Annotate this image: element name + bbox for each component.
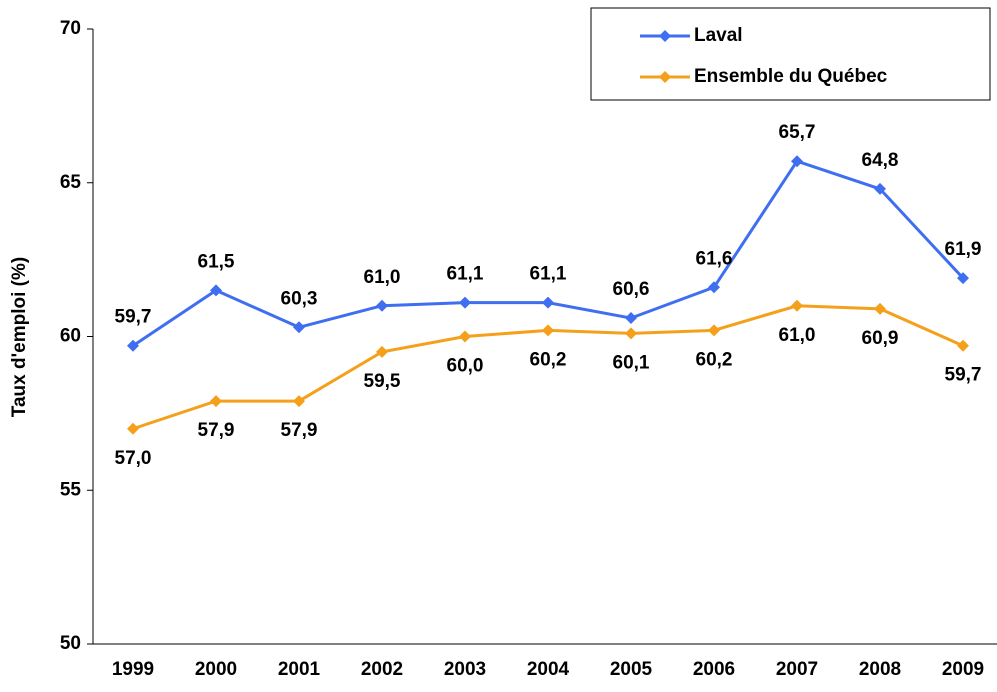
x-tick-label: 2008 (859, 659, 901, 680)
marker (459, 296, 471, 309)
data-label: 61,9 (945, 239, 982, 260)
data-label: 59,5 (364, 371, 401, 392)
marker (127, 339, 139, 352)
x-tick-label: 2009 (942, 659, 984, 680)
x-tick-label: 2000 (195, 659, 237, 680)
series-line (132, 159, 965, 347)
data-label: 60,2 (530, 349, 567, 370)
marker (376, 299, 388, 312)
marker (957, 339, 969, 352)
data-label: 60,0 (447, 356, 484, 377)
marker (293, 321, 305, 334)
data-label: 61,5 (198, 251, 235, 272)
marker (791, 299, 803, 312)
legend-label: Ensemble du Québec (694, 66, 888, 87)
marker (542, 324, 554, 337)
marker (625, 327, 637, 340)
x-tick-label: 2004 (527, 659, 570, 680)
marker (293, 395, 305, 408)
marker (957, 272, 969, 285)
legend-marker (659, 30, 671, 42)
data-label: 61,6 (696, 248, 733, 269)
x-tick-label: 2002 (361, 659, 403, 680)
legend-marker (659, 71, 671, 83)
marker (874, 182, 886, 195)
data-label: 60,1 (613, 352, 650, 373)
marker (210, 395, 222, 408)
y-axis-title: Taux d'emploi (%) (9, 257, 30, 417)
y-tick-label: 60 (60, 326, 81, 347)
marker (127, 422, 139, 435)
y-tick-label: 55 (60, 479, 82, 500)
marker (210, 284, 222, 297)
x-tick-label: 2006 (693, 659, 735, 680)
x-tick-label: 2003 (444, 659, 486, 680)
data-label: 60,2 (696, 349, 733, 370)
marker (791, 155, 803, 168)
data-label: 61,1 (530, 264, 567, 285)
x-tick-label: 2001 (278, 659, 321, 680)
marker (459, 330, 471, 343)
x-tick-label: 1999 (112, 659, 154, 680)
data-label: 59,7 (115, 307, 152, 328)
data-label: 61,1 (447, 264, 484, 285)
y-tick-label: 70 (60, 18, 81, 39)
x-tick-label: 2005 (610, 659, 653, 680)
data-label: 57,9 (281, 420, 318, 441)
data-label: 60,9 (862, 328, 899, 349)
marker (376, 345, 388, 358)
legend-label: Laval (694, 25, 743, 46)
data-label: 64,8 (862, 150, 899, 171)
marker (708, 324, 720, 337)
y-tick-label: 50 (60, 633, 81, 654)
x-tick-label: 2007 (776, 659, 818, 680)
data-label: 57,0 (115, 448, 152, 469)
data-label: 60,3 (281, 288, 318, 309)
marker (874, 302, 886, 315)
marker (542, 296, 554, 309)
data-label: 61,0 (779, 325, 816, 346)
marker (708, 281, 720, 294)
data-label: 57,9 (198, 420, 235, 441)
data-label: 65,7 (779, 122, 816, 143)
data-label: 59,7 (945, 365, 982, 386)
marker (625, 312, 637, 325)
y-tick-label: 65 (60, 172, 82, 193)
data-label: 61,0 (364, 267, 401, 288)
legend-box (590, 7, 991, 101)
data-label: 60,6 (613, 279, 650, 300)
